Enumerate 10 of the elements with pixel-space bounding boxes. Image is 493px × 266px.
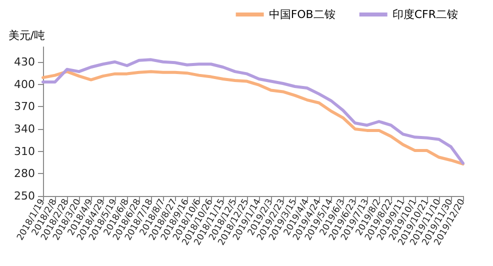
legend-label: 印度CFR二铵 bbox=[392, 8, 458, 21]
y-tick-label: 370 bbox=[14, 100, 35, 114]
y-tick-label: 340 bbox=[14, 122, 35, 136]
y-tick-label: 280 bbox=[14, 167, 35, 180]
y-tick-label: 400 bbox=[14, 78, 35, 91]
y-tick-label: 310 bbox=[14, 144, 35, 158]
y-tick-label: 430 bbox=[14, 55, 35, 68]
y-axis-title: 美元/吨 bbox=[8, 29, 45, 42]
y-tick-label: 250 bbox=[14, 190, 35, 202]
legend-label: 中国FOB二铵 bbox=[268, 8, 336, 21]
